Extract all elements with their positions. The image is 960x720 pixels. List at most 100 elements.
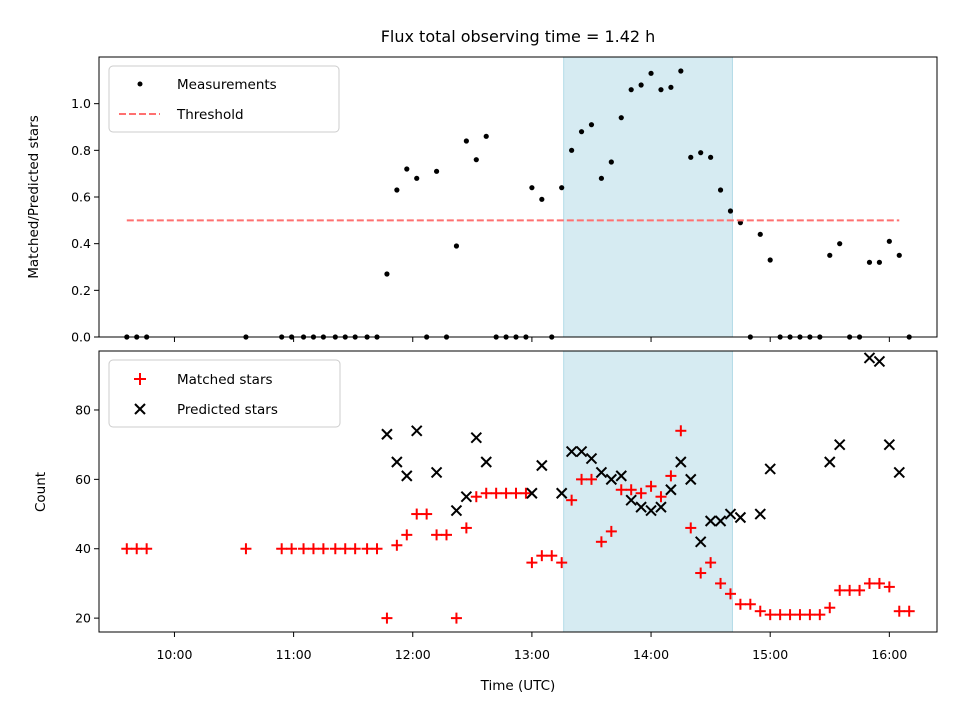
predicted-stars-point (625, 494, 637, 506)
legend-matched-label: Matched stars (177, 372, 273, 388)
matched-stars-point (460, 522, 472, 534)
measurements-point (678, 68, 684, 74)
measurements-point (638, 82, 644, 88)
legend-predicted-marker (134, 403, 146, 415)
matched-stars-point (141, 543, 153, 555)
matched-stars-point (605, 525, 617, 537)
matched-stars-point (411, 508, 423, 520)
matched-stars-point (655, 491, 667, 503)
matched-stars-point (391, 539, 403, 551)
matched-stars-point (298, 543, 310, 555)
measurements-point (453, 243, 460, 249)
predicted-stars-point (480, 456, 492, 468)
matched-stars-point (635, 487, 647, 499)
measurements-point (404, 166, 410, 172)
matched-stars-point (131, 543, 143, 555)
measurements-point (608, 159, 614, 165)
matched-stars-point (121, 543, 133, 555)
measurements-point (588, 122, 595, 128)
predicted-stars-point (615, 470, 627, 482)
top-legend: Measurements Threshold (108, 65, 340, 133)
predicted-stars-point (665, 484, 677, 496)
y-tick-label: 80 (75, 402, 91, 417)
measurements-point (837, 241, 843, 247)
matched-stars-point (381, 612, 393, 624)
matched-stars-point (854, 584, 866, 596)
legend-predicted-label: Predicted stars (177, 402, 278, 418)
legend-measurements-label: Measurements (177, 77, 277, 93)
y-tick-label: 20 (75, 611, 91, 626)
measurements-point (384, 271, 390, 277)
predicted-stars-point (704, 515, 717, 527)
matched-stars-point (764, 609, 776, 621)
predicted-stars-point (595, 466, 608, 479)
predicted-stars-point (381, 428, 393, 440)
matched-stars-point (784, 609, 796, 621)
top-panel: 0.0 0.2 0.4 0.6 0.8 1.0 Matched/Predicted sta… (26, 56, 938, 345)
predicted-stars-point (460, 490, 473, 503)
measurements-point (717, 187, 724, 193)
predicted-stars-point (873, 355, 886, 368)
matched-stars-point (744, 598, 756, 610)
y-tick-label: 40 (75, 541, 91, 556)
matched-stars-point (556, 557, 568, 569)
matched-stars-point (317, 543, 329, 555)
predicted-stars-point (694, 536, 707, 548)
predicted-stars-point (724, 508, 737, 520)
predicted-stars-point (575, 445, 588, 458)
predicted-stars-point (685, 473, 697, 486)
measurements-point (394, 187, 400, 193)
matched-stars-point (480, 487, 492, 499)
legend-threshold-label: Threshold (176, 107, 244, 123)
y-tick-label: 60 (75, 472, 91, 487)
matched-stars-point (824, 602, 836, 614)
matched-stars-point (715, 577, 727, 589)
predicted-stars-point (863, 352, 876, 364)
matched-stars-point (903, 605, 915, 617)
measurements-point (866, 259, 873, 265)
matched-stars-point (431, 529, 443, 541)
measurements-point (618, 115, 624, 121)
matched-stars-point (734, 598, 746, 610)
matched-stars-point (349, 543, 361, 555)
bottom-legend: Matched stars Predicted stars (108, 359, 341, 428)
matched-stars-point (441, 529, 453, 541)
predicted-stars-point (565, 445, 578, 458)
matched-stars-point (546, 550, 558, 562)
matched-stars-point (844, 584, 856, 596)
matched-stars-point (883, 581, 895, 593)
bottom-y-axis: 20 40 60 80 (75, 402, 99, 626)
matched-stars-point (276, 543, 288, 555)
measurements-point (648, 70, 654, 76)
measurements-point (463, 138, 469, 144)
top-y-axis: 0.0 0.2 0.4 0.6 0.8 1.0 (71, 96, 99, 345)
matched-stars-point (401, 529, 413, 541)
matched-stars-point (371, 543, 383, 555)
predicted-stars-point (833, 438, 846, 451)
measurements-point (539, 196, 545, 202)
predicted-stars-point (764, 463, 776, 475)
measurements-point (876, 259, 883, 265)
matched-stars-point (774, 609, 786, 621)
predicted-stars-point (675, 456, 687, 468)
predicted-stars-point (450, 504, 463, 517)
predicted-stars-point (754, 508, 766, 520)
y-tick-label: 0.4 (71, 236, 91, 251)
matched-stars-point (675, 425, 687, 437)
matched-stars-point (339, 543, 351, 555)
matched-stars-point (421, 508, 433, 520)
matched-stars-point (500, 487, 512, 499)
measurements-point (896, 252, 902, 258)
predicted-stars-point (714, 515, 727, 527)
y-tick-label: 0.6 (71, 190, 91, 205)
matched-stars-point (804, 609, 816, 621)
measurements-point (668, 84, 674, 90)
predicted-stars-point (585, 452, 598, 465)
y-tick-label: 0.8 (71, 143, 91, 158)
measurements-point (727, 208, 734, 214)
matched-stars-point (595, 536, 607, 548)
predicted-stars-point (401, 470, 413, 482)
x-tick-label: 14:00 (633, 647, 669, 662)
